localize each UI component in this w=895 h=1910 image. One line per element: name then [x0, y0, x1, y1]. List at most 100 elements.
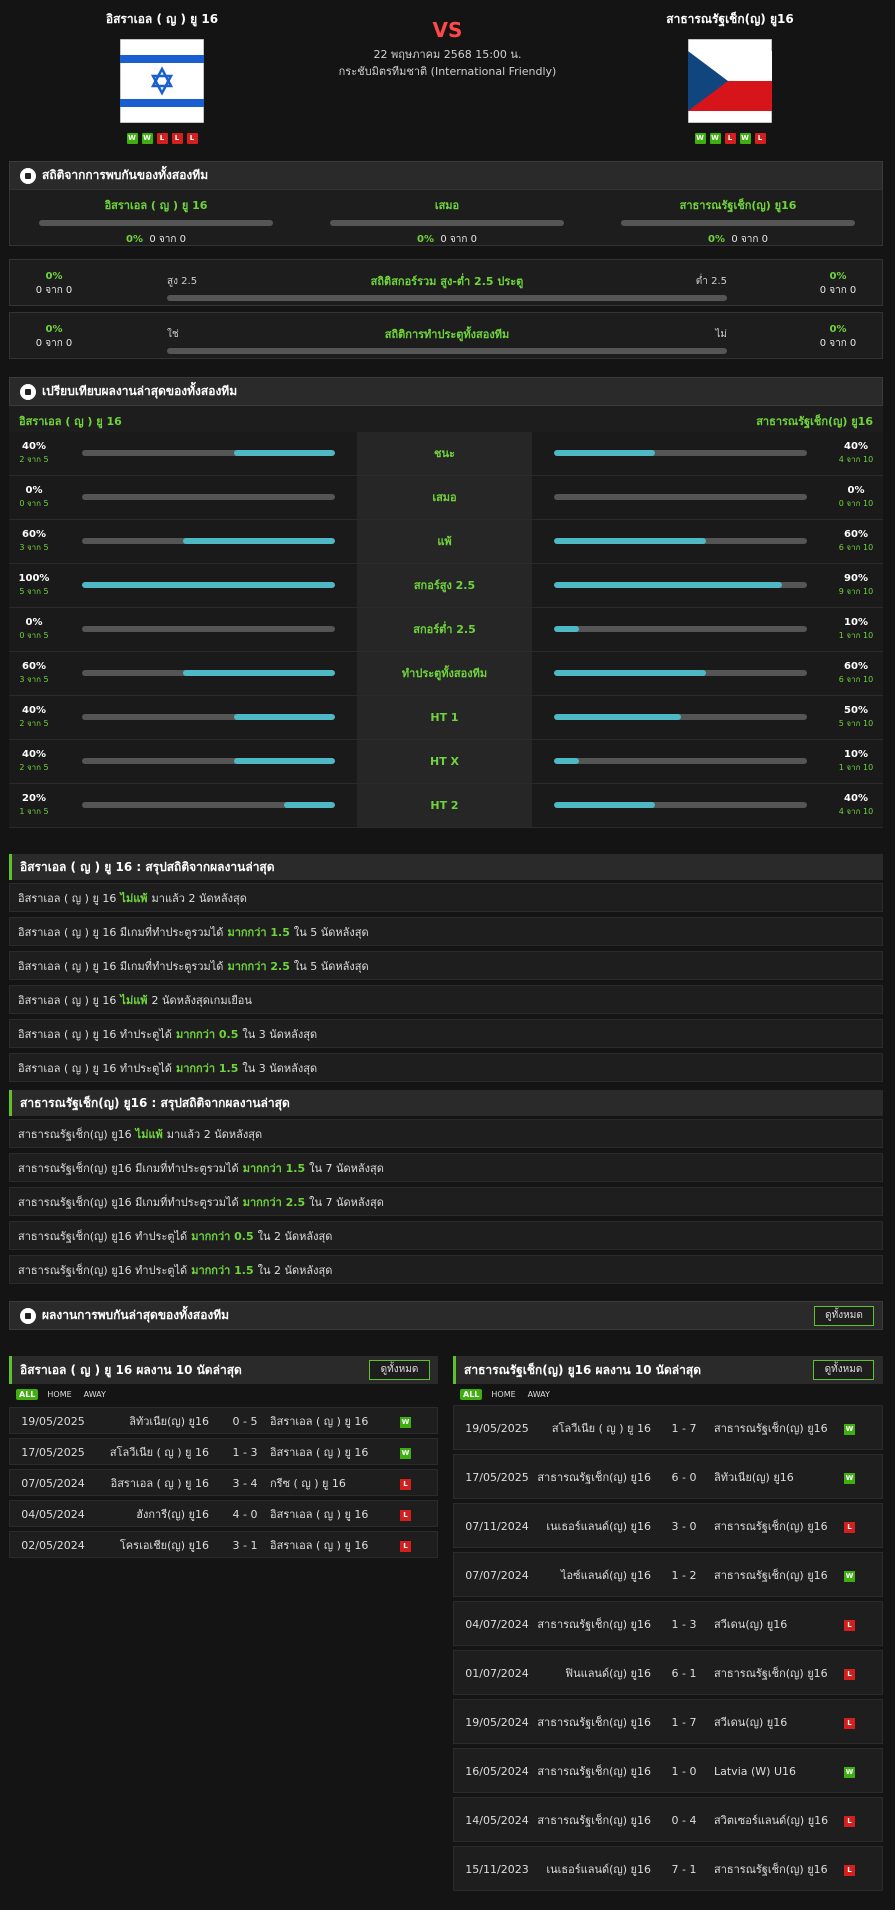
match-row[interactable]: 04/07/2024 สาธารณรัฐเช็ก(ญ) ยู16 1 - 3 สวีเ…: [453, 1601, 883, 1646]
match-away-team[interactable]: ลิทัวเนีย(ญ) ยู16: [714, 1470, 794, 1484]
match-info: 22 พฤษภาคม 2568 15:00 น. กระชับมิตรทีมชา…: [0, 46, 895, 80]
tab-away[interactable]: AWAY: [527, 1389, 550, 1399]
compare-row: 60% 3 จาก 5 แพ้ 60% 6 จาก 10: [9, 520, 883, 564]
match-home-team[interactable]: ลิทัวเนีย(ญ) ยู16: [129, 1414, 209, 1428]
match-score: 6 - 0: [671, 1470, 697, 1484]
home-tabs: ALL HOME AWAY: [16, 1386, 109, 1402]
tab-all[interactable]: ALL: [460, 1388, 483, 1400]
home-team-name[interactable]: อิสราเอล ( ญ ) ยู 16: [105, 12, 219, 26]
match-home-team[interactable]: สาธารณรัฐเช็ก(ญ) ยู16: [537, 1715, 651, 1729]
match-date: 07/05/2024: [21, 1476, 85, 1490]
compare-row: 0% 0 จาก 5 เสมอ 0% 0 จาก 10: [9, 476, 883, 520]
summary-text-end: มาแล้ว 2 นัดหลังสุด: [166, 1127, 263, 1141]
match-row[interactable]: 17/05/2025 สาธารณรัฐเช็ก(ญ) ยู16 6 - 0 ลิทั…: [453, 1454, 883, 1499]
match-home-team[interactable]: สโลวีเนีย ( ญ ) ยู 16: [109, 1445, 209, 1459]
match-date: 01/07/2024: [465, 1666, 529, 1680]
match-away-team[interactable]: สาธารณรัฐเช็ก(ญ) ยู16: [714, 1421, 828, 1435]
compare-away-panel: 60% 6 จาก 10: [532, 652, 883, 695]
match-away-team[interactable]: สวิตเซอร์แลนด์(ญ) ยู16: [714, 1813, 829, 1827]
match-home-team[interactable]: เนเธอร์แลนด์(ญ) ยู16: [546, 1862, 651, 1876]
match-away-team[interactable]: สวีเดน(ญ) ยู16: [714, 1617, 788, 1631]
h2h-draw-label: เสมอ: [434, 199, 460, 212]
ou-side-left: สูง 2.5: [167, 276, 198, 287]
summary-text-end: ใน 3 นัดหลังสุด: [242, 1027, 318, 1041]
match-home-team[interactable]: ฟินแลนด์(ญ) ยู16: [565, 1666, 651, 1680]
compare-away-bar: [554, 538, 807, 544]
recent-title: ผลงานการพบกันล่าสุดของทั้งสองทีม: [42, 1308, 230, 1322]
match-home-team[interactable]: ไอซ์แลนด์(ญ) ยู16: [561, 1568, 651, 1582]
match-home-team[interactable]: โครเอเชีย(ญ) ยู16: [119, 1538, 209, 1552]
compare-away-count: 9 จาก 10: [838, 587, 874, 596]
match-home-team[interactable]: สาธารณรัฐเช็ก(ญ) ยู16: [537, 1617, 651, 1631]
match-row[interactable]: 15/11/2023 เนเธอร์แลนด์(ญ) ยู16 7 - 1 สาธาร…: [453, 1846, 883, 1891]
home-view-all-button[interactable]: ดูทั้งหมด: [369, 1360, 430, 1380]
match-row[interactable]: 19/05/2025 สโลวีเนีย ( ญ ) ยู 16 1 - 7 สาธา…: [453, 1405, 883, 1450]
match-away-team[interactable]: สาธารณรัฐเช็ก(ญ) ยู16: [714, 1862, 828, 1876]
match-home-team[interactable]: สาธารณรัฐเช็ก(ญ) ยู16: [537, 1764, 651, 1778]
match-home-team[interactable]: เนเธอร์แลนด์(ญ) ยู16: [546, 1519, 651, 1533]
match-row[interactable]: 02/05/2024 โครเอเชีย(ญ) ยู16 3 - 1 อิสราเอล…: [9, 1531, 438, 1558]
match-row[interactable]: 19/05/2025 ลิทัวเนีย(ญ) ยู16 0 - 5 อิสราเอล…: [9, 1407, 438, 1434]
summary-highlight: มากกว่า 1.5: [191, 1263, 254, 1277]
match-home-team[interactable]: ฮังการี(ญ) ยู16: [136, 1507, 209, 1521]
match-home-team[interactable]: สโลวีเนีย ( ญ ) ยู 16: [551, 1421, 651, 1435]
match-row[interactable]: 14/05/2024 สาธารณรัฐเช็ก(ญ) ยู16 0 - 4 สวิต…: [453, 1797, 883, 1842]
over-under-row: 0% 0 จาก 0 สูง 2.5 ต่ำ 2.5 สถิติสกอร์รวม …: [9, 259, 883, 306]
compare-away-pct: 10%: [844, 617, 868, 628]
match-score: 1 - 0: [671, 1764, 697, 1778]
match-row[interactable]: 16/05/2024 สาธารณรัฐเช็ก(ญ) ยู16 1 - 0 Latv…: [453, 1748, 883, 1793]
tab-home[interactable]: HOME: [491, 1389, 516, 1399]
ou-side-right: ต่ำ 2.5: [695, 276, 727, 287]
match-row[interactable]: 07/11/2024 เนเธอร์แลนด์(ญ) ยู16 3 - 0 สาธาร…: [453, 1503, 883, 1548]
compare-home-panel: 40% 2 จาก 5: [9, 740, 357, 783]
compare-row: 40% 2 จาก 5 HT 1 50% 5 จาก 10: [9, 696, 883, 740]
compare-away-count: 6 จาก 10: [838, 543, 874, 552]
result-badge: L: [844, 1668, 855, 1680]
match-row[interactable]: 07/07/2024 ไอซ์แลนด์(ญ) ยู16 1 - 2 สาธารณรั…: [453, 1552, 883, 1597]
summary-text: อิสราเอล ( ญ ) ยู 16: [18, 993, 117, 1007]
match-score: 3 - 0: [671, 1519, 697, 1533]
summary-text-end: ใน 7 นัดหลังสุด: [309, 1161, 384, 1175]
match-away-team[interactable]: กรีซ ( ญ ) ยู 16: [270, 1476, 346, 1490]
match-home-team[interactable]: อิสราเอล ( ญ ) ยู 16: [110, 1476, 209, 1490]
match-away-team[interactable]: Latvia (W) U16: [714, 1764, 796, 1778]
compare-home-name[interactable]: อิสราเอล ( ญ ) ยู 16: [19, 415, 122, 428]
compare-away-name[interactable]: สาธารณรัฐเช็ก(ญ) ยู16: [756, 415, 873, 428]
compare-home-count: 3 จาก 5: [19, 543, 49, 552]
compare-home-value: 40% 2 จาก 5: [9, 440, 59, 466]
match-date: 17/05/2025: [465, 1470, 529, 1484]
view-all-button[interactable]: ดูทั้งหมด: [814, 1306, 874, 1326]
summary-text-end: ใน 5 นัดหลังสุด: [293, 959, 369, 973]
compare-row: 20% 1 จาก 5 HT 2 40% 4 จาก 10: [9, 784, 883, 828]
match-score: 1 - 7: [671, 1421, 697, 1435]
tab-away[interactable]: AWAY: [83, 1389, 106, 1399]
match-home-team[interactable]: สาธารณรัฐเช็ก(ญ) ยู16: [537, 1813, 651, 1827]
away-team-name[interactable]: สาธารณรัฐเช็ก(ญ) ยู16: [666, 12, 794, 26]
match-away-team[interactable]: สาธารณรัฐเช็ก(ญ) ยู16: [714, 1519, 828, 1533]
match-away-team[interactable]: สวีเดน(ญ) ยู16: [714, 1715, 788, 1729]
match-row[interactable]: 01/07/2024 ฟินแลนด์(ญ) ยู16 6 - 1 สาธารณรัฐ…: [453, 1650, 883, 1695]
tab-all[interactable]: ALL: [16, 1388, 39, 1400]
match-away-team[interactable]: อิสราเอล ( ญ ) ยู 16: [270, 1538, 369, 1552]
match-away-team[interactable]: สาธารณรัฐเช็ก(ญ) ยู16: [714, 1568, 828, 1582]
match-away-team[interactable]: อิสราเอล ( ญ ) ยู 16: [270, 1414, 369, 1428]
match-home-team[interactable]: สาธารณรัฐเช็ก(ญ) ยู16: [537, 1470, 651, 1484]
match-away-team[interactable]: สาธารณรัฐเช็ก(ญ) ยู16: [714, 1666, 828, 1680]
match-away-team[interactable]: อิสราเอล ( ญ ) ยู 16: [270, 1507, 369, 1521]
match-away-team[interactable]: อิสราเอล ( ญ ) ยู 16: [270, 1445, 369, 1459]
away-view-all-button[interactable]: ดูทั้งหมด: [813, 1360, 874, 1380]
compare-home-bar: [82, 494, 335, 500]
match-row[interactable]: 19/05/2024 สาธารณรัฐเช็ก(ญ) ยู16 1 - 7 สวีเ…: [453, 1699, 883, 1744]
recent-section: ผลงานการพบกันล่าสุดของทั้งสองทีม ดูทั้งห…: [9, 1301, 883, 1330]
summary-highlight: มากกว่า 2.5: [227, 959, 290, 973]
compare-away-bar-fill: [554, 450, 656, 456]
match-row[interactable]: 04/05/2024 ฮังการี(ญ) ยู16 4 - 0 อิสราเอล (…: [9, 1500, 438, 1527]
h2h-home-col: อิสราเอล ( ญ ) ยู 16 0% 0 จาก 0: [39, 190, 273, 247]
tab-home[interactable]: HOME: [47, 1389, 72, 1399]
compare-away-panel: 10% 1 จาก 10: [532, 740, 883, 783]
match-row[interactable]: 17/05/2025 สโลวีเนีย ( ญ ) ยู 16 1 - 3 อิสร…: [9, 1438, 438, 1465]
match-row[interactable]: 07/05/2024 อิสราเอล ( ญ ) ยู 16 3 - 4 กรีซ …: [9, 1469, 438, 1496]
compare-home-bar: [82, 758, 335, 764]
